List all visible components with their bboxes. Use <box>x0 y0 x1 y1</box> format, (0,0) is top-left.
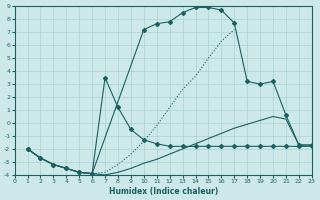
X-axis label: Humidex (Indice chaleur): Humidex (Indice chaleur) <box>108 187 218 196</box>
